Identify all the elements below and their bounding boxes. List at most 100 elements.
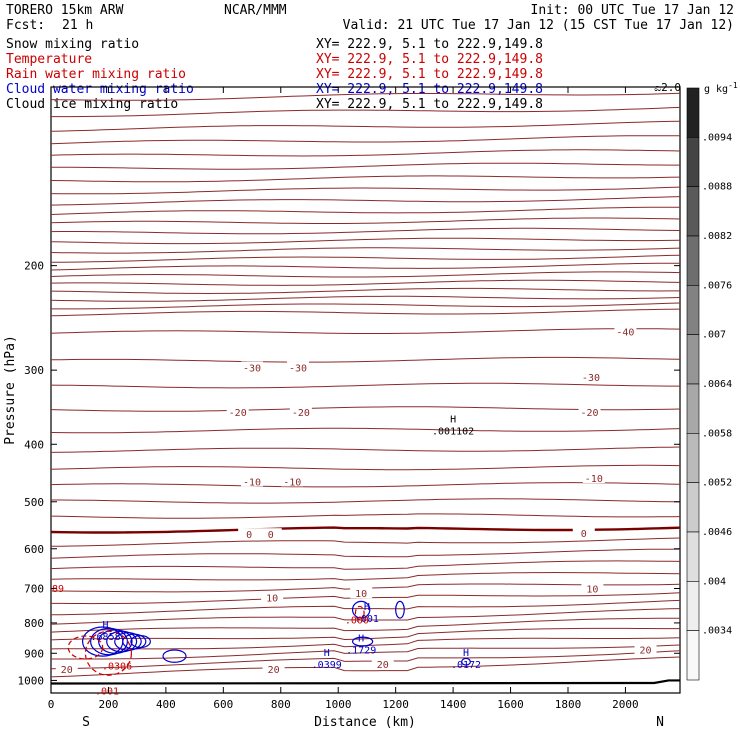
- maximum-value: .001102: [432, 427, 474, 438]
- legend-item: Temperature: [6, 52, 92, 67]
- temperature-contour: [50, 271, 681, 278]
- temperature-contour: [50, 149, 681, 157]
- label-mask: [238, 528, 261, 540]
- temperature-contour: [51, 644, 681, 660]
- label-mask: [634, 643, 657, 655]
- temperature-contour: [51, 106, 681, 118]
- temperature-contour: [50, 262, 680, 271]
- temperature-contour: [50, 571, 681, 581]
- cloud-water-contour: [351, 636, 374, 647]
- colorbar-swatch: [686, 433, 700, 483]
- temperature-contour: [50, 560, 681, 570]
- temperature-contour: [50, 548, 681, 559]
- valid-time: Valid: 21 UTC Tue 17 Jan 12 (15 CST Tue …: [343, 18, 734, 33]
- legend-item: Rain water mixing ratio: [6, 67, 186, 82]
- temperature-contour: [50, 247, 681, 254]
- center-title: NCAR/MMM: [224, 3, 287, 18]
- temperature-label: 0: [581, 529, 587, 540]
- legend-xy: XY= 222.9, 5.1 to 222.9,149.8: [316, 82, 543, 97]
- legend-xy: XY= 222.9, 5.1 to 222.9,149.8: [316, 67, 543, 82]
- temperature-label: -10: [283, 477, 301, 488]
- temperature-label: -20: [229, 408, 247, 419]
- x-tick-label: 1000: [325, 698, 352, 711]
- label-mask: [289, 406, 312, 418]
- maximum-value: .000: [345, 616, 369, 627]
- temperature-contour: [50, 279, 681, 286]
- temperature-contour: [50, 627, 680, 641]
- x-axis-title: Distance (km): [314, 715, 416, 730]
- fcst-value: 21 h: [62, 18, 93, 33]
- temperature-contour: [50, 186, 681, 195]
- temperature-contour: [50, 308, 681, 317]
- temperature-contour: [50, 237, 681, 245]
- cloud-water-contour: [90, 627, 128, 656]
- y-tick-label: 800: [24, 617, 44, 630]
- label-mask: [262, 663, 285, 675]
- maximum-value: .0172: [451, 660, 481, 671]
- legend-xy: XY= 222.9, 5.1 to 222.9,149.8: [316, 52, 543, 67]
- top-right-tag: ಎ2.0: [654, 81, 681, 94]
- maximum-value: .6858: [91, 632, 121, 643]
- colorbar-tick-label: .0052: [702, 478, 732, 489]
- temperature-contour: [50, 175, 681, 183]
- temperature-label: 10: [355, 589, 367, 600]
- cloud-water-contour: [461, 657, 471, 666]
- cloud-water-contour: [98, 629, 133, 654]
- rain-water-contour: [84, 630, 133, 676]
- label-mask: [572, 526, 595, 538]
- label-mask: [261, 591, 284, 603]
- colorbar-swatch: [686, 383, 700, 434]
- cloud-water-contour: [130, 635, 151, 649]
- colorbar-unit-exponent: -1: [728, 81, 738, 90]
- colorbar-swatch: [686, 186, 700, 237]
- x-tick-label: 800: [271, 698, 291, 711]
- y-axis-title: Pressure (hPa): [3, 335, 18, 445]
- temperature-contour: [50, 656, 681, 678]
- temperature-contours: [50, 92, 681, 685]
- label-mask: [281, 475, 304, 487]
- temperature-label: 20: [61, 665, 73, 676]
- terrain-line: [50, 679, 680, 685]
- label-mask: [579, 370, 602, 382]
- temperature-contour: [50, 537, 681, 547]
- label-mask: [226, 406, 249, 418]
- maxima-labels: H.001102H.6858H.001H.1729H.0399H.0172.03…: [91, 415, 482, 698]
- colorbar-swatch: [686, 334, 700, 385]
- init-time: Init: 00 UTC Tue 17 Jan 12: [531, 3, 735, 18]
- label-mask: [55, 663, 78, 675]
- temperature-label: 10: [266, 594, 278, 605]
- y-tick-label: 1000: [18, 674, 45, 687]
- colorbar-swatch: [686, 581, 700, 631]
- maximum-value: .001: [355, 614, 379, 625]
- temperature-label: -20: [580, 408, 598, 419]
- temperature-contour: [50, 599, 681, 616]
- temperature-label: -40: [616, 327, 634, 338]
- y-tick-label: 600: [24, 543, 44, 556]
- colorbar-tick-label: .0088: [702, 182, 732, 193]
- y-tick-label: 200: [24, 260, 44, 273]
- label-mask: [371, 657, 394, 669]
- cloud-water-contour: [106, 630, 138, 653]
- y-tick-label: 900: [24, 647, 44, 660]
- temperature-label: -10: [243, 477, 261, 488]
- colorbar-swatch: [686, 630, 700, 681]
- temperature-label: 20: [268, 665, 280, 676]
- cloud-water-contour: [162, 649, 187, 663]
- colorbar-tick-label: .0082: [702, 231, 732, 242]
- colorbar-tick-label: .007: [702, 330, 726, 341]
- rain-water-contour: [354, 605, 365, 621]
- colorbar-tick-label: .004: [702, 576, 726, 587]
- temperature-labels: -40 -30 -30 -30 -20 -20 -20 -10 -10 -10 0 0 0 10 10 10 2…: [55, 325, 657, 676]
- legend-xy: XY= 222.9, 5.1 to 222.9,149.8: [316, 97, 543, 112]
- colorbar-unit: g kg-1: [704, 81, 738, 95]
- temperature-label: -20: [292, 408, 310, 419]
- temperature-label: -30: [243, 364, 261, 375]
- temperature-contour: [50, 446, 681, 453]
- temperature-contour: [51, 254, 681, 263]
- temperature-contour: [50, 427, 681, 434]
- maximum-symbol: H: [324, 648, 330, 659]
- temperature-contour: [50, 608, 681, 625]
- temperature-contour: [50, 196, 681, 206]
- temperature-label: -10: [585, 474, 603, 485]
- colorbar-swatch: [686, 87, 700, 138]
